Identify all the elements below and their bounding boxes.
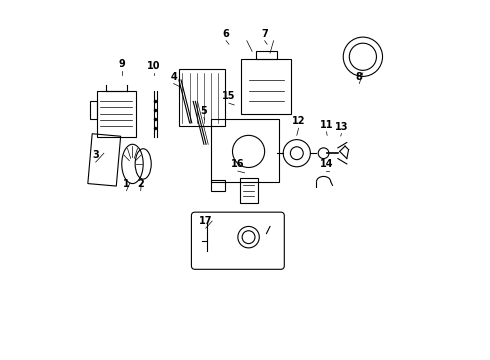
Bar: [90, 102, 97, 119]
Text: 4: 4: [170, 72, 177, 82]
Bar: [256, 51, 277, 59]
Text: 3: 3: [92, 150, 99, 160]
Text: 9: 9: [119, 59, 125, 69]
Text: 16: 16: [231, 159, 245, 169]
Text: 12: 12: [292, 116, 305, 126]
Text: 14: 14: [319, 159, 333, 169]
Bar: [242, 59, 292, 114]
Text: 13: 13: [335, 122, 348, 132]
Text: 7: 7: [261, 29, 268, 39]
Bar: [240, 178, 258, 203]
Bar: [211, 180, 225, 191]
Bar: [179, 69, 225, 126]
Text: 8: 8: [356, 72, 363, 82]
Bar: [88, 134, 121, 186]
Text: 15: 15: [222, 91, 236, 102]
Text: 5: 5: [200, 106, 207, 116]
Text: 2: 2: [137, 179, 144, 189]
Bar: [97, 91, 136, 137]
Text: 10: 10: [147, 61, 161, 71]
Bar: [211, 119, 279, 182]
Text: 17: 17: [199, 216, 213, 226]
Text: 11: 11: [319, 120, 333, 130]
Text: 6: 6: [222, 29, 229, 39]
Text: 1: 1: [123, 179, 130, 189]
